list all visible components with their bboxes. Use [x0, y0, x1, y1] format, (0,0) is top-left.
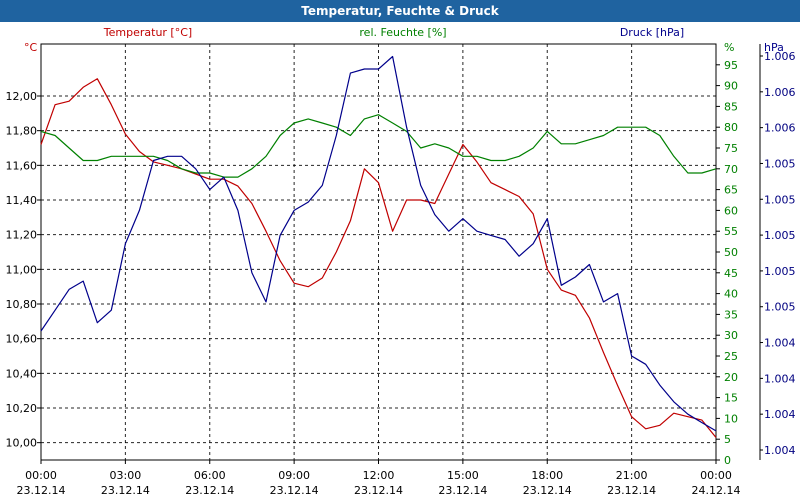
- temperature-tick-label: 10,00: [6, 437, 38, 450]
- series-line-pressure: [40, 55, 717, 432]
- pressure-tick-label: 1.005: [764, 229, 796, 242]
- humidity-tick-label: 90: [724, 80, 738, 93]
- date-tick-label: 23.12.14: [185, 484, 234, 497]
- temperature-tick-label: 10,80: [6, 298, 38, 311]
- time-tick-label: 03:00: [110, 469, 142, 482]
- humidity-tick-label: 35: [724, 308, 738, 321]
- series-line-humidity: [40, 114, 717, 178]
- date-tick-label: 23.12.14: [354, 484, 403, 497]
- time-tick-label: 15:00: [447, 469, 479, 482]
- pressure-tick-label: 1.004: [764, 337, 796, 350]
- pressure-tick-label: 1.004: [764, 408, 796, 421]
- chart-title: Temperatur, Feuchte & Druck: [0, 0, 800, 22]
- humidity-tick-label: 85: [724, 100, 738, 113]
- humidity-tick-label: 95: [724, 59, 738, 72]
- humidity-tick-label: 5: [724, 433, 731, 446]
- humidity-tick-label: 30: [724, 329, 738, 342]
- humidity-tick-label: 40: [724, 288, 738, 301]
- date-tick-label: 23.12.14: [607, 484, 656, 497]
- temperature-tick-label: 10,20: [6, 402, 38, 415]
- humidity-tick-label: 55: [724, 225, 738, 238]
- temperature-tick-label: 12,00: [6, 90, 38, 103]
- temperature-axis: 10,00 10,20 10,40 10,60 10,80 11,00 11,20 11,40…: [6, 41, 41, 450]
- humidity-tick-label: 45: [724, 267, 738, 280]
- humidity-tick-label: 60: [724, 204, 738, 217]
- time-tick-label: 09:00: [278, 469, 310, 482]
- humidity-tick-label: 20: [724, 371, 738, 384]
- pressure-tick-label: 1.005: [764, 157, 796, 170]
- time-tick-label: 00:00: [700, 469, 732, 482]
- humidity-tick-label: 70: [724, 163, 738, 176]
- pressure-unit: hPa: [764, 41, 784, 54]
- pressure-axis: 1.004 1.004 1.004 1.004 1.005 1.005 1.005 1.005…: [759, 41, 796, 460]
- time-tick-label: 00:00: [25, 469, 57, 482]
- date-tick-label: 23.12.14: [17, 484, 66, 497]
- temperature-tick-label: 11,40: [6, 194, 38, 207]
- pressure-tick-label: 1.006: [764, 86, 796, 99]
- time-axis: 00:00 23.12.14 03:00 23.12.14 06:00 23.12.14 0…: [17, 460, 741, 497]
- time-tick-label: 21:00: [616, 469, 648, 482]
- axis-headers: Temperatur [°C] rel. Feuchte [%] Druck [hP…: [103, 26, 684, 39]
- temperature-axis-title: Temperatur [°C]: [103, 26, 192, 39]
- pressure-tick-label: 1.005: [764, 265, 796, 278]
- humidity-tick-label: 65: [724, 184, 738, 197]
- temperature-tick-label: 11,00: [6, 263, 38, 276]
- time-tick-label: 18:00: [531, 469, 563, 482]
- humidity-tick-label: 50: [724, 246, 738, 259]
- humidity-tick-label: 25: [724, 350, 738, 363]
- temperature-tick-label: 11,20: [6, 229, 38, 242]
- humidity-tick-label: 10: [724, 412, 738, 425]
- date-tick-label: 24.12.14: [692, 484, 741, 497]
- temperature-tick-label: 11,80: [6, 125, 38, 138]
- humidity-tick-label: 15: [724, 392, 738, 405]
- pressure-tick-label: 1.006: [764, 122, 796, 135]
- temperature-unit: °C: [24, 41, 38, 54]
- grid-lines: [41, 44, 716, 460]
- humidity-tick-label: 75: [724, 142, 738, 155]
- pressure-tick-label: 1.006: [764, 50, 796, 63]
- temperature-tick-label: 10,60: [6, 333, 38, 346]
- date-tick-label: 23.12.14: [438, 484, 487, 497]
- humidity-axis-title: rel. Feuchte [%]: [359, 26, 446, 39]
- date-tick-label: 23.12.14: [523, 484, 572, 497]
- humidity-unit: %: [724, 41, 734, 54]
- time-tick-label: 12:00: [363, 469, 395, 482]
- chart-background: [0, 22, 800, 500]
- series-layer: [40, 55, 717, 438]
- humidity-tick-label: 0: [724, 454, 731, 467]
- date-tick-label: 23.12.14: [101, 484, 150, 497]
- temperature-tick-label: 10,40: [6, 367, 38, 380]
- pressure-tick-label: 1.004: [764, 444, 796, 457]
- humidity-axis: 0 5 10 15 20 25 30 35 40 45 50 55 60 65 70 75 80 85 90 95%: [716, 41, 738, 467]
- pressure-tick-label: 1.005: [764, 193, 796, 206]
- pressure-axis-title: Druck [hPa]: [620, 26, 684, 39]
- pressure-tick-label: 1.005: [764, 301, 796, 314]
- humidity-tick-label: 80: [724, 121, 738, 134]
- temperature-tick-label: 11,60: [6, 159, 38, 172]
- pressure-tick-label: 1.004: [764, 372, 796, 385]
- date-tick-label: 23.12.14: [270, 484, 319, 497]
- time-tick-label: 06:00: [194, 469, 226, 482]
